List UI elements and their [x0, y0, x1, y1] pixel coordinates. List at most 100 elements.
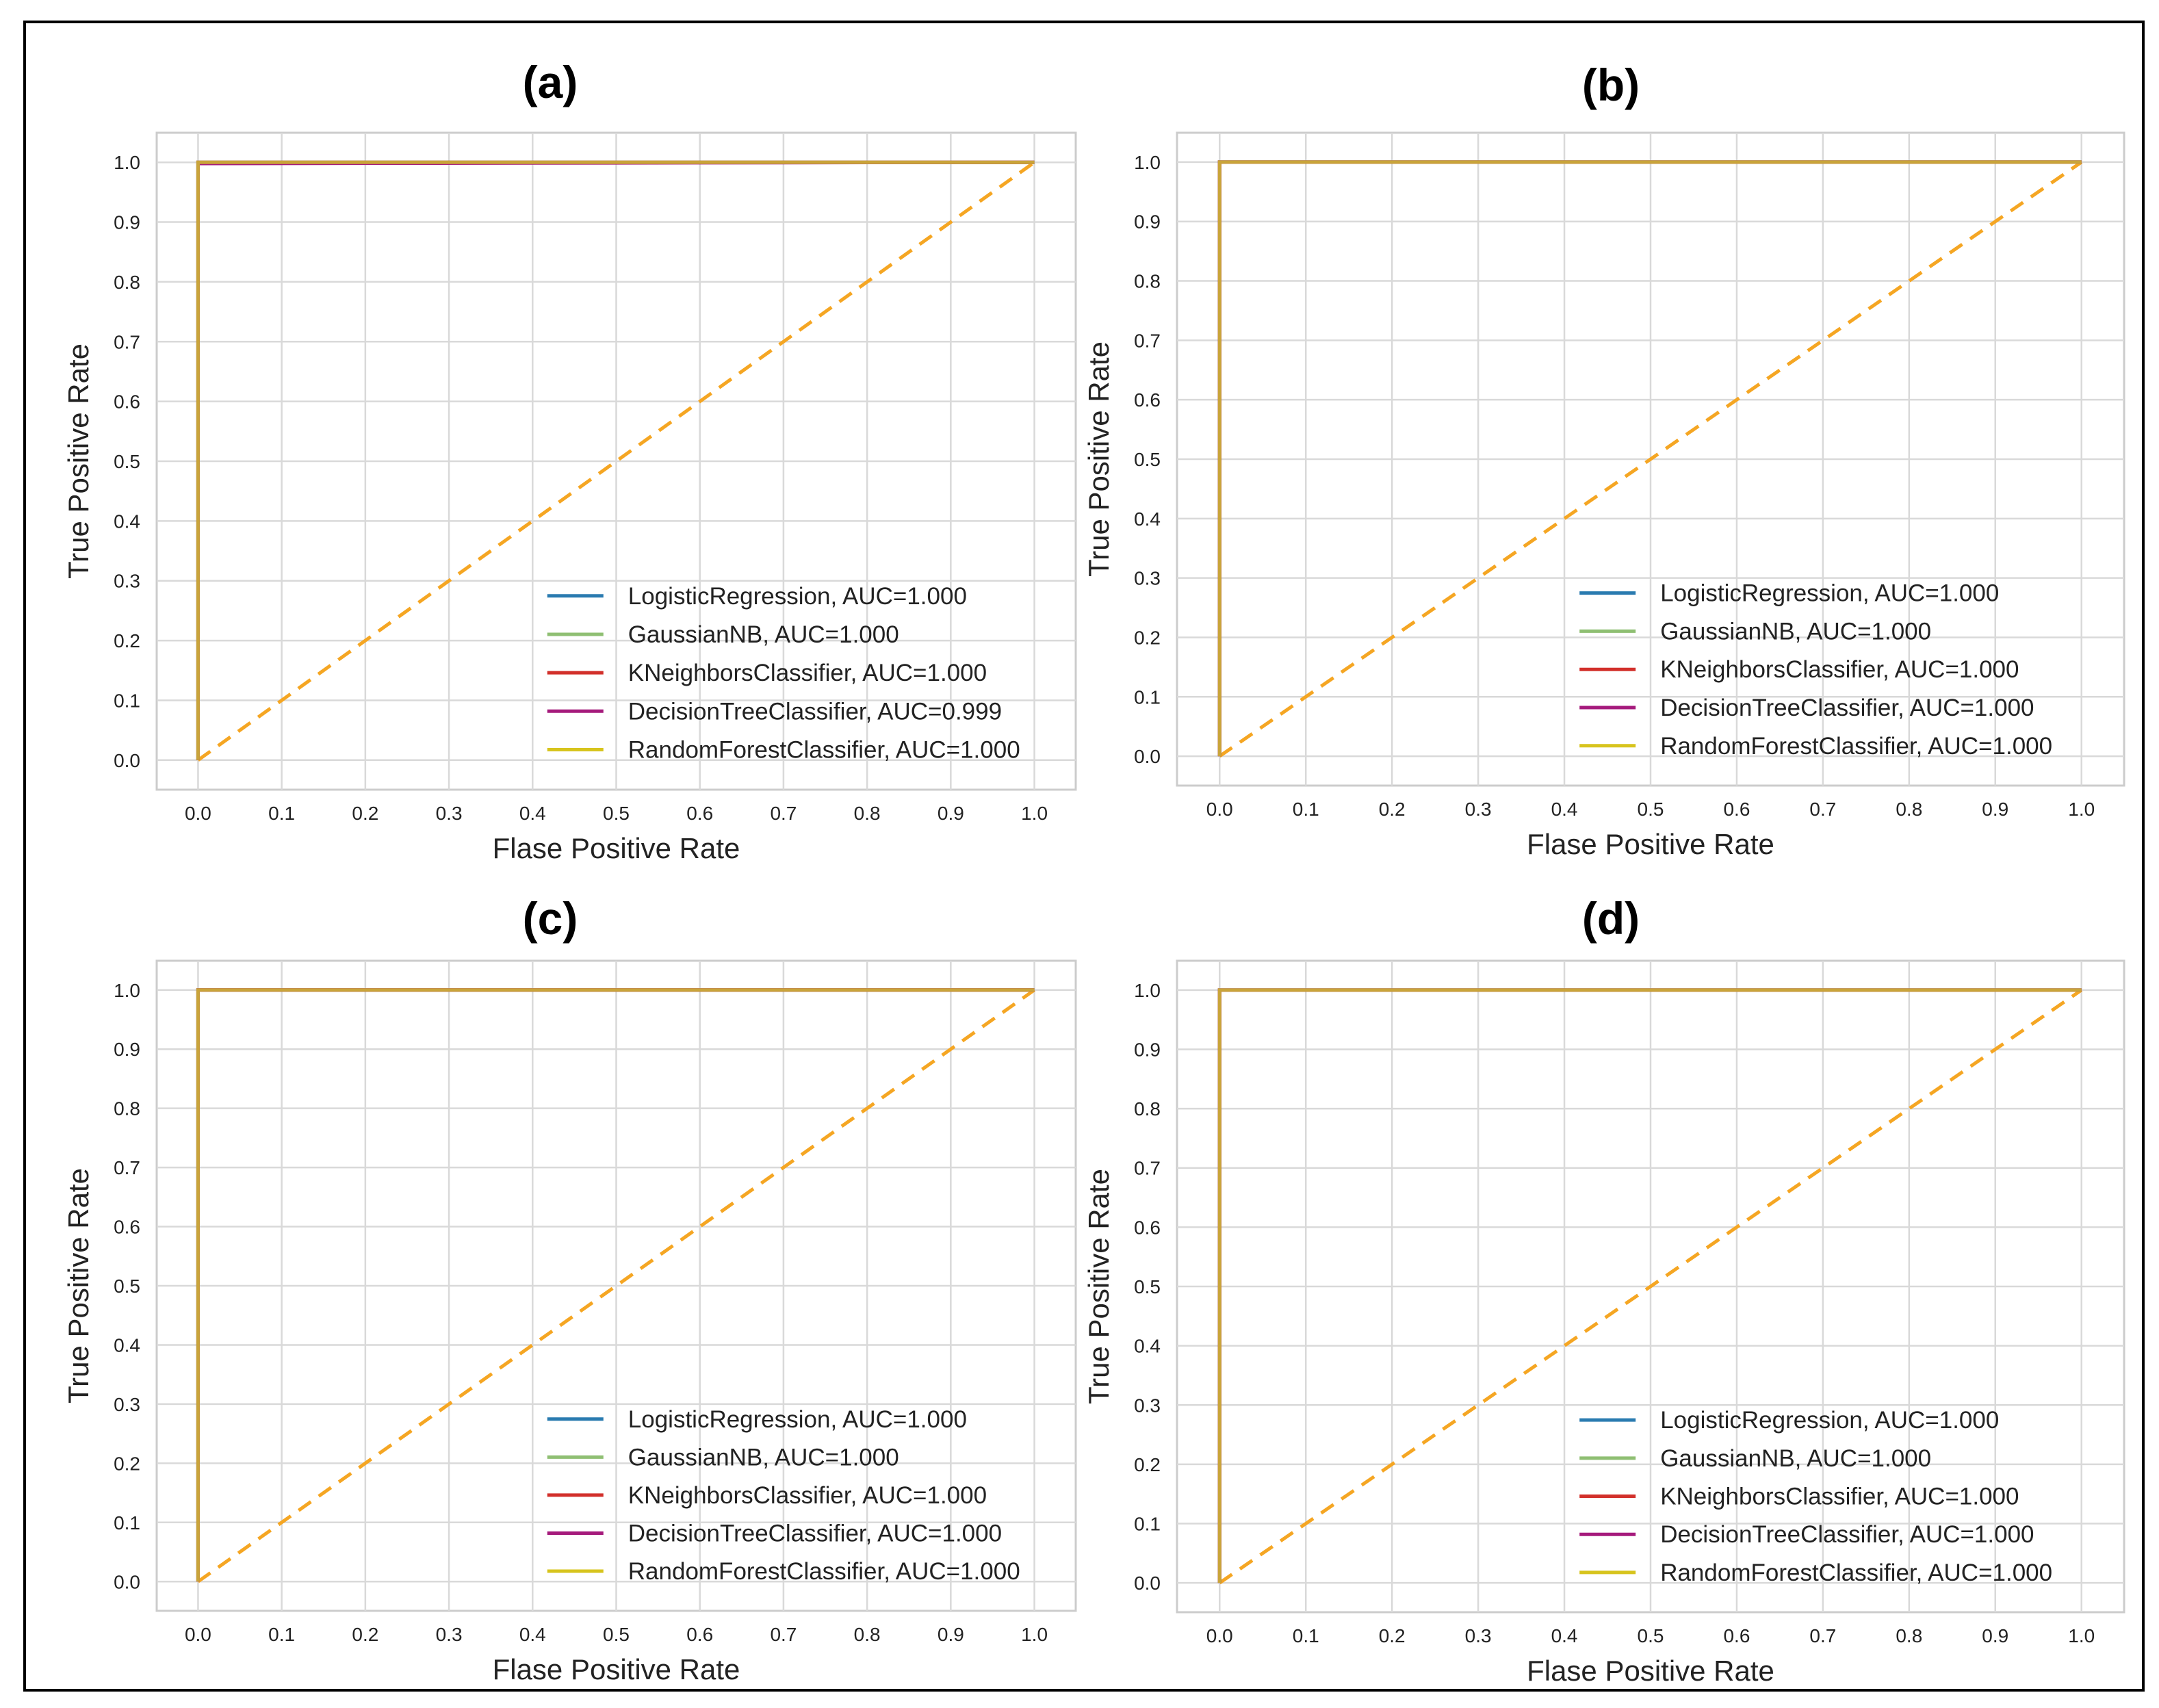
- y-axis-label: True Positive Rate: [1083, 1169, 1115, 1404]
- y-tick-label: 0.7: [1134, 330, 1161, 351]
- legend-label: GaussianNB, AUC=1.000: [628, 1444, 899, 1471]
- x-tick-label: 0.0: [1206, 799, 1233, 820]
- roc-curve-series: [1217, 160, 2082, 757]
- x-tick-label: 0.9: [1982, 1625, 2008, 1646]
- legend-label: DecisionTreeClassifier, AUC=0.999: [628, 698, 1002, 725]
- y-tick-label: 0.3: [1134, 1395, 1161, 1416]
- x-tick-label: 0.3: [1465, 1625, 1492, 1646]
- x-tick-label: 0.9: [1982, 799, 2008, 820]
- legend-label: DecisionTreeClassifier, AUC=1.000: [1660, 1521, 2034, 1548]
- roc-chart-c: 0.0 0.1 0.2 0.3 0.4 0.5 0.6 0.7 0.8 0.9 1.0 0.0 0.1 0…: [62, 959, 1077, 1685]
- x-tick-label: 1.0: [2068, 799, 2095, 820]
- y-tick-label: 0.0: [1134, 1573, 1161, 1594]
- y-axis-label: True Positive Rate: [1083, 341, 1115, 577]
- y-tick-label: 0.2: [1134, 627, 1161, 648]
- x-tick-label: 0.9: [938, 803, 964, 824]
- x-tick-label: 0.4: [519, 1624, 546, 1645]
- y-tick-label: 0.6: [1134, 1217, 1161, 1238]
- y-tick-label: 0.8: [114, 272, 140, 293]
- x-tick-label: 0.5: [1638, 799, 1664, 820]
- x-tick-label: 0.3: [1465, 799, 1492, 820]
- y-tick-label: 0.4: [114, 1334, 140, 1356]
- legend-label: LogisticRegression, AUC=1.000: [1660, 1407, 1999, 1434]
- figure-frame: [23, 21, 2145, 1692]
- x-tick-label: 0.5: [1638, 1625, 1664, 1646]
- legend-label: DecisionTreeClassifier, AUC=1.000: [628, 1520, 1002, 1547]
- y-tick-label: 0.9: [1134, 1039, 1161, 1060]
- y-tick-label: 0.0: [114, 750, 140, 771]
- x-tick-label: 0.7: [1809, 1625, 1836, 1646]
- y-tick-label: 0.1: [114, 690, 140, 711]
- y-tick-label: 0.2: [114, 630, 140, 651]
- x-tick-label: 0.4: [1551, 1625, 1578, 1646]
- roc-curve-series: [196, 160, 1035, 760]
- x-tick-label: 0.1: [268, 1624, 295, 1645]
- x-tick-label: 1.0: [1021, 803, 1048, 824]
- y-tick-label: 0.7: [114, 1157, 140, 1178]
- x-tick-label: 0.6: [686, 803, 713, 824]
- x-tick-label: 0.8: [854, 803, 881, 824]
- y-tick-label: 0.5: [1134, 449, 1161, 470]
- y-tick-label: 0.3: [114, 1394, 140, 1415]
- y-axis-label: True Positive Rate: [62, 1168, 94, 1403]
- x-tick-label: 0.6: [686, 1624, 713, 1645]
- x-tick-label: 0.5: [603, 1624, 630, 1645]
- x-tick-label: 0.5: [603, 803, 630, 824]
- legend-label: GaussianNB, AUC=1.000: [1660, 618, 1931, 645]
- y-tick-label: 0.9: [114, 212, 140, 233]
- y-tick-label: 1.0: [1134, 980, 1161, 1001]
- x-tick-label: 0.1: [1293, 1625, 1319, 1646]
- legend-label: RandomForestClassifier, AUC=1.000: [628, 1558, 1020, 1585]
- x-axis-label: Flase Positive Rate: [1527, 828, 1774, 860]
- x-tick-label: 0.7: [1809, 799, 1836, 820]
- legend-label: LogisticRegression, AUC=1.000: [1660, 580, 1999, 607]
- roc-curve-series: [1217, 988, 2082, 1583]
- y-tick-label: 1.0: [114, 980, 140, 1001]
- legend-label: DecisionTreeClassifier, AUC=1.000: [1660, 695, 2034, 721]
- x-tick-label: 0.3: [436, 1624, 463, 1645]
- y-tick-label: 0.1: [1134, 686, 1161, 708]
- legend-label: KNeighborsClassifier, AUC=1.000: [628, 660, 987, 686]
- x-tick-label: 0.9: [938, 1624, 964, 1645]
- x-tick-label: 0.4: [519, 803, 546, 824]
- y-tick-label: 0.6: [1134, 389, 1161, 411]
- x-tick-label: 0.1: [1293, 799, 1319, 820]
- x-tick-label: 0.0: [185, 803, 211, 824]
- x-tick-label: 0.6: [1723, 799, 1750, 820]
- y-tick-label: 0.7: [1134, 1158, 1161, 1179]
- panel-a: (a) 0.0 0.1 0.2 0.3 0.4 0.5 0.6 0.7 0.8 0.9 1.0 0.0…: [23, 23, 1077, 865]
- y-tick-label: 0.2: [1134, 1454, 1161, 1475]
- y-tick-label: 0.0: [114, 1571, 140, 1592]
- panel-label: (c): [522, 893, 578, 944]
- roc-curve-series: [196, 988, 1035, 1582]
- legend-label: RandomForestClassifier, AUC=1.000: [1660, 733, 2052, 760]
- panel-c: (c) 0.0 0.1 0.2 0.3 0.4 0.5 0.6 0.7 0.8 0.9 1.0 0.0…: [23, 865, 1077, 1692]
- legend-label: KNeighborsClassifier, AUC=1.000: [628, 1482, 987, 1509]
- x-axis-label: Flase Positive Rate: [493, 1653, 740, 1685]
- x-tick-label: 0.6: [1723, 1625, 1750, 1646]
- y-tick-label: 1.0: [1134, 152, 1161, 173]
- y-tick-label: 0.7: [114, 331, 140, 352]
- x-tick-label: 0.0: [1206, 1625, 1233, 1646]
- y-tick-label: 0.9: [1134, 211, 1161, 233]
- legend-label: KNeighborsClassifier, AUC=1.000: [1660, 1484, 2019, 1510]
- roc-chart-d: 0.0 0.1 0.2 0.3 0.4 0.5 0.6 0.7 0.8 0.9 1.0 0.0 0.1 0…: [1083, 959, 2125, 1687]
- y-tick-label: 0.8: [1134, 1098, 1161, 1120]
- y-tick-label: 0.6: [114, 1217, 140, 1238]
- y-tick-label: 0.4: [1134, 508, 1161, 530]
- y-axis-label: True Positive Rate: [62, 344, 94, 579]
- legend-label: LogisticRegression, AUC=1.000: [628, 1406, 967, 1433]
- legend-label: KNeighborsClassifier, AUC=1.000: [1660, 656, 2019, 683]
- x-tick-label: 0.7: [770, 1624, 797, 1645]
- reference-diagonal-line: [1218, 160, 2083, 758]
- legend-label: LogisticRegression, AUC=1.000: [628, 583, 967, 610]
- x-tick-label: 1.0: [1021, 1624, 1048, 1645]
- y-tick-label: 0.5: [1134, 1276, 1161, 1297]
- y-tick-label: 0.2: [114, 1453, 140, 1474]
- x-tick-label: 0.2: [1379, 1625, 1406, 1646]
- roc-chart-b: 0.0 0.1 0.2 0.3 0.4 0.5 0.6 0.7 0.8 0.9 1.0 0.0 0.1 0…: [1083, 131, 2125, 860]
- y-tick-label: 0.8: [1134, 271, 1161, 292]
- legend-label: RandomForestClassifier, AUC=1.000: [628, 736, 1020, 763]
- y-tick-label: 0.4: [1134, 1336, 1161, 1357]
- y-tick-label: 0.5: [114, 451, 140, 472]
